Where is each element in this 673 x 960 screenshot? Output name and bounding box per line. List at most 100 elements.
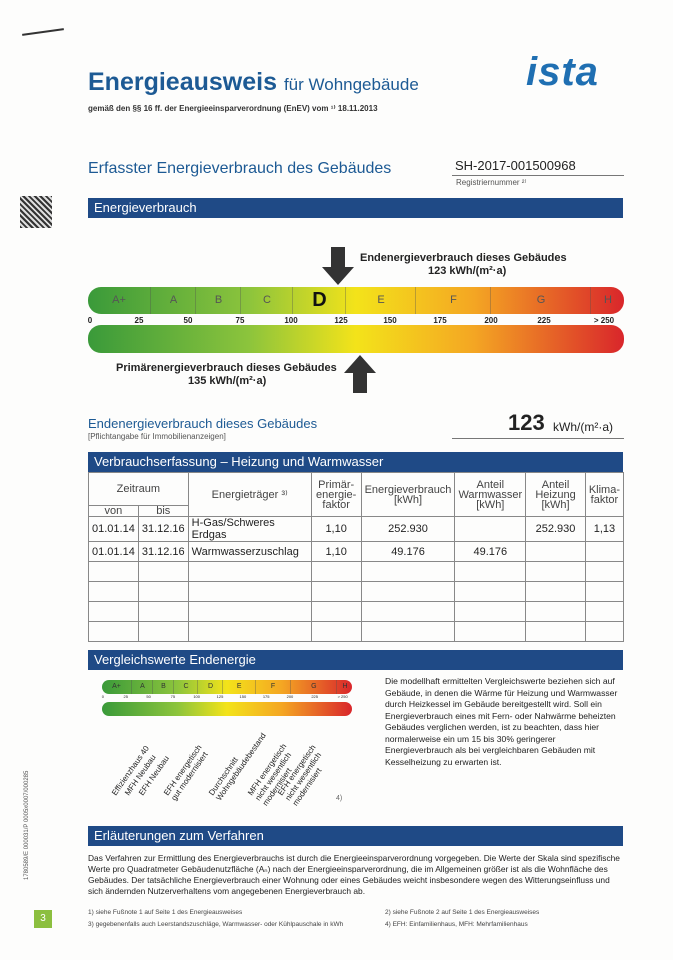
empty-row — [88, 601, 625, 622]
section-bar: Vergleichswerte Endenergie — [88, 650, 623, 670]
class-label: A+ — [112, 683, 121, 690]
table-cell: 31.12.16 — [137, 516, 189, 542]
tick-label: 125 — [334, 316, 348, 325]
section-bar: Erläuterungen zum Verfahren — [88, 826, 623, 846]
doc-title: Energieausweis für Wohngebäude — [88, 68, 419, 96]
summary-value: 123 — [508, 410, 545, 435]
footnote: 3) gegebenenfalls auch Leerstandszuschlä… — [88, 921, 344, 928]
primary-label: Primärenergieverbrauch dieses Gebäudes — [116, 362, 337, 374]
empty-cell — [584, 581, 625, 602]
tick-label: 225 — [311, 694, 319, 699]
tick-label: 100 — [284, 316, 298, 325]
empty-cell — [525, 601, 586, 622]
empty-cell — [454, 621, 527, 642]
arrow-down — [322, 247, 354, 285]
tick-label: 75 — [235, 316, 245, 325]
tick-label: 150 — [383, 316, 397, 325]
empty-cell — [137, 601, 189, 622]
header-cell: Anteil Warmwasser [kWh] — [454, 472, 527, 517]
rule — [452, 175, 624, 176]
table-cell — [525, 541, 586, 562]
tick-label: 0 — [101, 694, 105, 699]
tick-label: 25 — [134, 316, 144, 325]
table-cell: 252.930 — [360, 516, 456, 542]
empty-cell — [88, 601, 139, 622]
empty-cell — [454, 581, 527, 602]
table-cell: 1,13 — [584, 516, 625, 542]
tick-label: 150 — [239, 694, 247, 699]
empty-cell — [310, 621, 362, 642]
tick-label: 25 — [123, 694, 128, 699]
registration-label: Registriernummer ²⁾ — [456, 178, 527, 187]
empty-row — [88, 621, 625, 642]
empty-cell — [584, 601, 625, 622]
footnote-mark: 4) — [336, 795, 343, 802]
header-cell: Primär-energie-faktor — [310, 472, 362, 517]
table-cell: 252.930 — [525, 516, 586, 542]
class-label: A+ — [112, 294, 126, 306]
footnote: 1) siehe Fußnote 1 auf Seite 1 des Energ… — [88, 909, 243, 916]
reference-label: MFH Neubau — [123, 753, 158, 798]
reference-label: MFH energetisch nicht wesentlich moderni… — [246, 742, 294, 808]
table-row: 01.01.14 31.12.16 H-Gas/Schweres Erdgas 1,1… — [88, 516, 625, 542]
table-cell — [584, 541, 625, 562]
tick-label: 200 — [286, 694, 294, 699]
empty-cell — [360, 601, 456, 622]
logo: ista — [526, 50, 599, 94]
side-code: 1780589/E 000031/P 0005x0007/000285 — [24, 770, 30, 880]
empty-cell — [360, 621, 456, 642]
class-label: E — [345, 287, 416, 314]
header-cell: Energieverbrauch [kWh] — [360, 472, 456, 517]
empty-cell — [584, 561, 625, 582]
header-row: Zeitraum Energieträger ³⁾ Primär-energie… — [88, 472, 625, 517]
empty-row — [88, 581, 625, 602]
class-label: C — [240, 287, 293, 314]
footnote: 2) siehe Fußnote 2 auf Seite 1 des Energ… — [385, 909, 540, 916]
table-cell: 01.01.14 — [88, 516, 139, 542]
reference-label: Durchschnitt Wohngebäudebestand — [207, 731, 268, 803]
table-cell: 01.01.14 — [88, 541, 139, 562]
class-label: B — [195, 287, 241, 314]
summary-label: Endenergieverbrauch dieses Gebäudes — [88, 416, 318, 431]
empty-cell — [310, 581, 362, 602]
table-row: 01.01.14 31.12.16 Warmwasserzuschlag 1,10 49… — [88, 541, 625, 562]
empty-cell — [137, 561, 189, 582]
header-cell: Klima-faktor — [584, 472, 625, 517]
tick-label: 50 — [183, 316, 193, 325]
tick-label: 125 — [216, 694, 224, 699]
scale-bar: A+ A B C D E F G H — [88, 287, 624, 314]
empty-cell — [525, 561, 586, 582]
table-cell: H-Gas/Schweres Erdgas — [187, 516, 312, 542]
tick-label: > 250 — [337, 694, 348, 699]
explanation-text: Das Verfahren zur Ermittlung des Energie… — [88, 853, 620, 896]
table-cell — [454, 516, 527, 542]
header-cell: von — [88, 505, 139, 517]
empty-cell — [525, 581, 586, 602]
table-cell: 49.176 — [360, 541, 456, 562]
consumption-table: Zeitraum Energieträger ³⁾ Primär-energie… — [88, 472, 625, 642]
scale-bar-primary — [88, 325, 624, 353]
empty-cell — [584, 621, 625, 642]
section-title: Erfasster Energieverbrauch des Gebäudes — [88, 160, 392, 177]
empty-cell — [137, 621, 189, 642]
header-cell: Energieträger ³⁾ — [187, 472, 312, 517]
empty-cell — [187, 561, 312, 582]
comparison-text: Die modellhaft ermittelten Vergleichswer… — [385, 676, 618, 767]
empty-cell — [454, 561, 527, 582]
final-value: 123 kWh/(m²·a) — [428, 265, 507, 277]
class-label: F — [254, 680, 291, 694]
table-cell: Warmwasserzuschlag — [187, 541, 312, 562]
header-row: von bis — [88, 505, 624, 517]
class-label: H — [590, 287, 625, 314]
summary-unit: kWh/(m²·a) — [553, 420, 613, 434]
class-label: E — [221, 680, 256, 694]
rule — [452, 438, 624, 439]
class-label: C — [172, 680, 198, 694]
tick-label: 175 — [433, 316, 447, 325]
primary-value: 135 kWh/(m²·a) — [188, 375, 267, 387]
reference-label: EFH Neubau — [137, 754, 171, 798]
empty-cell — [187, 581, 312, 602]
scan-mark — [22, 28, 64, 36]
table-cell: 1,10 — [310, 541, 362, 562]
